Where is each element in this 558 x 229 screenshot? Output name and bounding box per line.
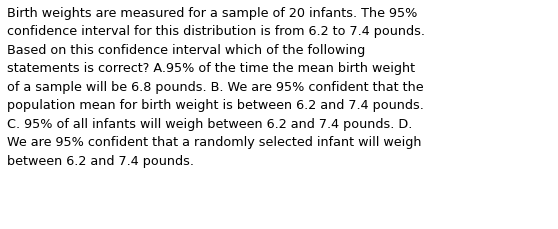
- Text: Birth weights are measured for a sample of 20 infants. The 95%
confidence interv: Birth weights are measured for a sample …: [7, 7, 425, 167]
